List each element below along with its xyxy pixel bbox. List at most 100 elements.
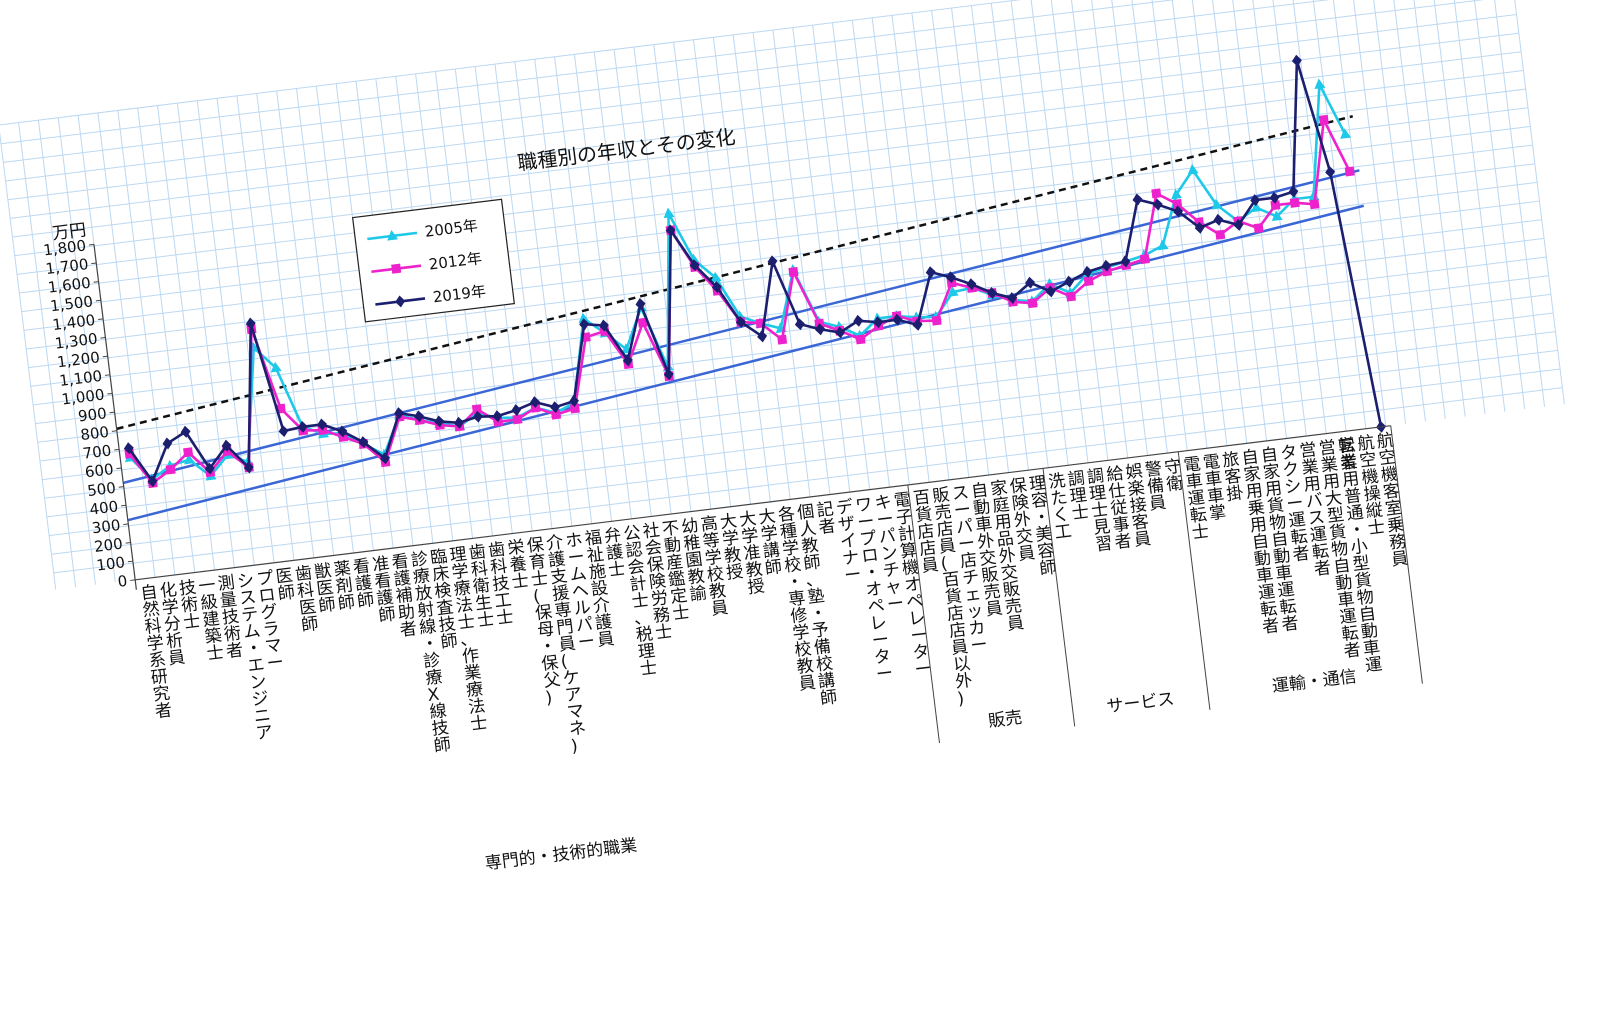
grid-vline	[653, 44, 712, 510]
grid-hline	[53, 387, 1563, 574]
grid-vline	[1348, 0, 1407, 424]
data-point-2019年	[394, 407, 404, 420]
data-point-2019年	[598, 319, 609, 332]
category-label: 獣医師	[313, 561, 336, 617]
data-point-2012年	[1065, 291, 1076, 302]
x-axis-line	[135, 425, 1391, 581]
grid-vline	[772, 29, 831, 495]
data-point-2019年	[1269, 191, 1280, 204]
data-point-2019年	[358, 436, 369, 449]
category-label: 自動車外交販売員	[970, 480, 1004, 620]
category-label: 百貨店店員	[912, 487, 940, 576]
data-point-2019年	[635, 298, 646, 310]
y-tick-mark	[127, 560, 133, 563]
data-point-2012年	[1215, 229, 1226, 240]
data-point-2019年	[987, 287, 998, 299]
y-tick-mark	[93, 281, 99, 283]
data-point-2005年	[1271, 210, 1283, 222]
grid-hline	[30, 200, 1540, 387]
category-label: 自家用貨物自動車運転者	[1260, 445, 1300, 636]
group-separator	[1177, 451, 1211, 710]
y-tick-label: 500	[86, 479, 117, 500]
data-point-2019年	[663, 368, 674, 381]
category-label: 家庭用品外交販売員	[989, 478, 1025, 635]
data-point-2019年	[622, 354, 633, 367]
category-label: 電車車掌	[1202, 452, 1228, 525]
grid-vline	[593, 51, 652, 517]
category-label: 航空機操縦士	[1356, 433, 1386, 539]
category-label: 栄養士	[506, 537, 529, 593]
y-tick-mark	[102, 355, 108, 358]
data-point-2019年	[1064, 275, 1075, 288]
category-label: 看護師	[352, 556, 375, 612]
grid-hline	[44, 312, 1554, 499]
category-label: 歯科技工士	[487, 540, 515, 629]
grid-vline	[157, 105, 216, 571]
y-tick-mark	[107, 392, 113, 395]
grid-vline	[1467, 0, 1526, 410]
data-point-2019年	[147, 475, 158, 488]
grid-hline	[7, 13, 1517, 201]
category-label: 化学分析員	[159, 580, 187, 669]
grid-vline	[1129, 0, 1188, 451]
data-point-2019年	[794, 318, 805, 331]
data-point-2019年	[1120, 255, 1131, 268]
data-point-2012年	[471, 404, 482, 415]
data-point-2019年	[1082, 265, 1093, 278]
category-label: 自然科学系研究者	[139, 582, 173, 722]
data-point-2019年	[180, 425, 191, 438]
grid-vline	[1169, 0, 1228, 446]
data-point-2005年	[1187, 164, 1199, 175]
grid-vline	[633, 47, 692, 512]
y-tick-label: 1,000	[61, 385, 106, 408]
data-point-2005年	[947, 286, 959, 297]
category-label: システム・エンジニア	[236, 570, 274, 744]
category-label: キーパンチャー	[873, 492, 905, 615]
category-label: デザイナー	[835, 496, 863, 586]
grid-hline	[49, 349, 1558, 537]
legend-marker-2019年	[395, 295, 406, 308]
data-point-2019年	[204, 462, 215, 475]
group-label: 運輸・通信	[1271, 667, 1358, 697]
grid-vline	[990, 3, 1049, 468]
grid-vline	[1050, 0, 1109, 461]
grid-vline	[97, 112, 156, 578]
group-separator	[1390, 425, 1423, 684]
data-point-2005年	[710, 271, 722, 283]
data-point-2019年	[529, 396, 540, 409]
category-label: 自家用乗用自動車運転者	[1241, 447, 1281, 638]
category-label: 福祉施設介護員	[584, 528, 616, 651]
data-point-2012年	[855, 334, 866, 345]
category-label: 歯科衛生士	[468, 542, 496, 631]
y-tick-label: 1,200	[56, 348, 101, 371]
category-label: 保育士(保母・保父)	[526, 535, 564, 709]
data-point-2019年	[1101, 259, 1112, 272]
group-label: 専門的・技術的職業	[484, 836, 638, 874]
grid-vline	[1090, 0, 1149, 456]
y-tick-mark	[123, 523, 129, 526]
grid-vline	[911, 12, 970, 478]
y-tick-label: 0	[117, 572, 129, 591]
y-tick-label: 600	[84, 460, 115, 481]
data-point-2019年	[1152, 198, 1163, 211]
grid-hline	[0, 0, 1510, 145]
category-label: 洗たく工	[1047, 471, 1073, 544]
series-lines	[123, 54, 1387, 489]
category-label: 営業用大型貨物自動車運転者	[1318, 438, 1362, 662]
data-point-2005年	[184, 453, 195, 465]
grid-vline	[1427, 0, 1486, 415]
grid-vline	[37, 120, 96, 585]
data-point-2012年	[569, 403, 580, 414]
grid-vline	[712, 37, 771, 502]
y-tick-mark	[95, 299, 101, 302]
data-point-2019年	[853, 314, 864, 327]
category-label: 歯科医師	[294, 563, 320, 636]
data-point-2019年	[1025, 276, 1035, 289]
grid-hline	[51, 368, 1561, 555]
grid-hline	[35, 237, 1545, 425]
data-point-2019年	[892, 313, 903, 326]
data-point-2019年	[414, 410, 424, 423]
category-label: 看護補助者	[391, 551, 419, 640]
category-label: 理学療法士、作業療法士	[449, 544, 489, 735]
